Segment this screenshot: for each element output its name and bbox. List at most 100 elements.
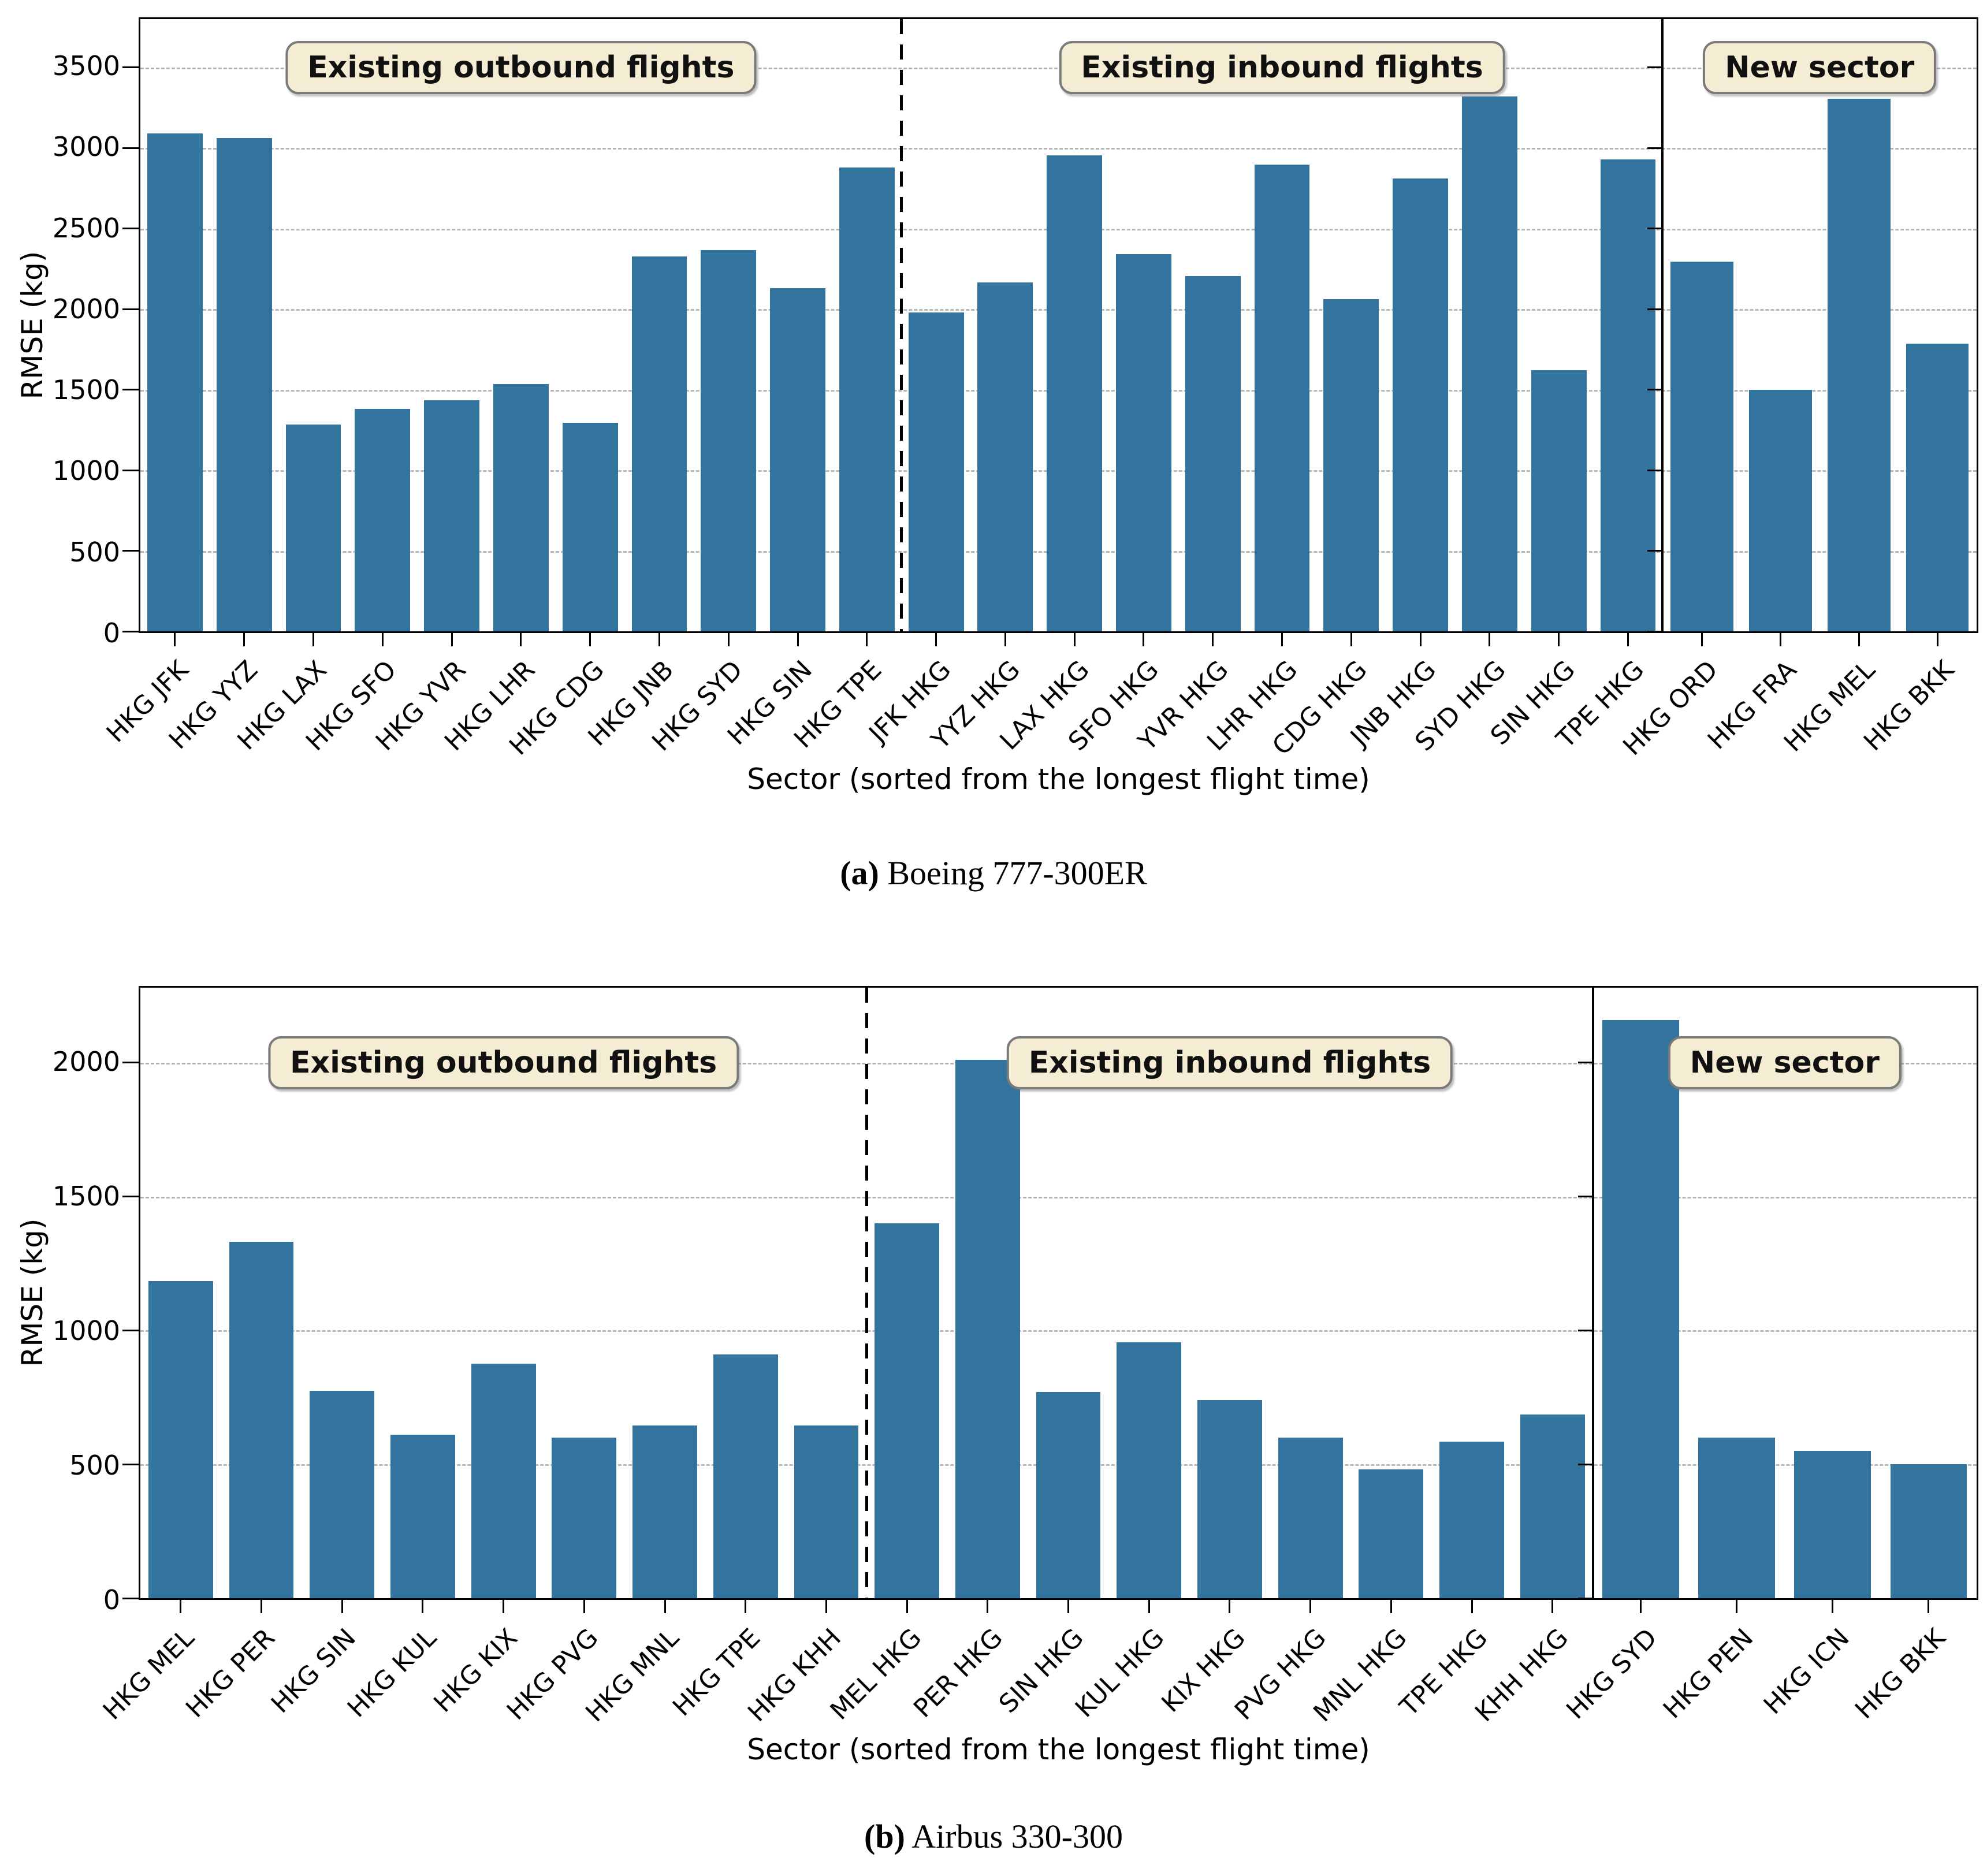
bar bbox=[229, 1242, 294, 1598]
panel-divider-tick bbox=[1577, 1463, 1592, 1465]
x-tick bbox=[1350, 631, 1352, 646]
x-tick bbox=[180, 1598, 182, 1613]
bar bbox=[1359, 1469, 1424, 1598]
y-tick bbox=[122, 1196, 139, 1198]
bar bbox=[1600, 159, 1656, 631]
y-tick-label: 500 bbox=[69, 1449, 120, 1481]
y-tick-label: 3000 bbox=[52, 131, 120, 163]
y-tick-label: 1000 bbox=[52, 1315, 120, 1346]
outbound-inbound-separator bbox=[900, 19, 903, 631]
bar bbox=[631, 256, 687, 631]
bar bbox=[355, 409, 411, 631]
y-tick-label: 2000 bbox=[52, 1045, 120, 1077]
bar bbox=[1197, 1399, 1262, 1598]
panel-divider-tick bbox=[1577, 1597, 1592, 1599]
x-tick-labels: HKG JFK HKG YYZ HKG LAX HKG SFO HKG YVR HKG L… bbox=[101, 645, 1978, 780]
x-tick bbox=[422, 1598, 424, 1613]
bar bbox=[632, 1425, 697, 1598]
x-tick bbox=[727, 631, 730, 646]
x-tick-label-text: HKG MEL bbox=[97, 1623, 200, 1726]
y-tick bbox=[122, 308, 139, 310]
bar bbox=[908, 312, 964, 631]
y-tick-label: 3500 bbox=[52, 50, 120, 82]
panel-divider-tick bbox=[1647, 550, 1662, 552]
bar bbox=[1185, 276, 1241, 631]
plot-canvas: Existing outbound flights Existing inboun… bbox=[122, 19, 1977, 646]
bar bbox=[310, 1390, 375, 1598]
bar bbox=[1278, 1437, 1343, 1598]
panel-divider-tick bbox=[1577, 1196, 1592, 1198]
x-tick bbox=[451, 631, 453, 646]
section-label-outbound: Existing outbound flights bbox=[268, 1036, 739, 1089]
x-tick bbox=[174, 631, 176, 646]
panel-divider-tick bbox=[1577, 1062, 1592, 1064]
x-tick bbox=[503, 1598, 505, 1613]
y-tick-label: 2000 bbox=[52, 293, 120, 325]
y-tick bbox=[122, 228, 139, 230]
y-tick bbox=[122, 1329, 139, 1331]
x-axis-label: Sector (sorted from the longest flight t… bbox=[747, 762, 1370, 796]
x-tick bbox=[1067, 1598, 1070, 1613]
bar bbox=[1323, 299, 1379, 631]
bar bbox=[1036, 1392, 1101, 1598]
x-tick bbox=[1489, 631, 1491, 646]
plot-canvas: Existing outbound flights Existing inboun… bbox=[122, 988, 1977, 1613]
bar bbox=[713, 1354, 778, 1598]
x-tick-label-text: HKG KUL bbox=[342, 1623, 442, 1724]
new-sector-divider bbox=[1661, 19, 1664, 631]
section-label-inbound: Existing inbound flights bbox=[1006, 1036, 1453, 1089]
y-tick-label: 0 bbox=[103, 1584, 120, 1616]
bar bbox=[216, 138, 272, 631]
bar bbox=[1047, 155, 1103, 631]
x-tick-label-text: HKG PEN bbox=[1657, 1623, 1759, 1725]
x-tick bbox=[341, 1598, 343, 1613]
panel-divider-tick bbox=[1577, 1329, 1592, 1331]
y-tick bbox=[122, 1062, 139, 1064]
x-tick bbox=[1212, 631, 1214, 646]
y-tick bbox=[122, 1597, 139, 1599]
x-tick bbox=[987, 1598, 989, 1613]
y-tick-labels: 0 500 1000 1500 2000 2500 3000 3500 bbox=[0, 17, 120, 646]
x-axis-label: Sector (sorted from the longest flight t… bbox=[747, 1733, 1370, 1766]
x-tick bbox=[1229, 1598, 1231, 1613]
y-tick-label: 500 bbox=[69, 536, 120, 568]
bar bbox=[1890, 1464, 1967, 1598]
plot-area: Existing outbound flights Existing inboun… bbox=[122, 17, 1978, 646]
x-tick-label-text: HKG BKK bbox=[1849, 1623, 1951, 1725]
y-tick bbox=[122, 1463, 139, 1465]
x-tick-label-text: HKG ICN bbox=[1758, 1623, 1855, 1721]
figure-boeing-777-300er: RMSE (kg) 0 500 1000 1500 2000 2500 3000 3500 E… bbox=[0, 0, 1987, 931]
panel-divider-tick bbox=[1647, 147, 1662, 149]
bar bbox=[1698, 1437, 1776, 1598]
bar bbox=[285, 424, 341, 631]
bar bbox=[1602, 1019, 1680, 1598]
x-tick bbox=[1627, 631, 1629, 646]
panel-divider-tick bbox=[1647, 389, 1662, 391]
bar bbox=[1520, 1415, 1585, 1598]
x-tick bbox=[1736, 1598, 1738, 1613]
bar bbox=[147, 133, 203, 631]
x-tick-label-text: HKG SYD bbox=[1561, 1623, 1663, 1725]
x-tick bbox=[1148, 1598, 1150, 1613]
panel-divider-tick bbox=[1647, 66, 1662, 69]
caption-text: Boeing 777-300ER bbox=[887, 854, 1147, 892]
y-tick-label: 1500 bbox=[52, 374, 120, 406]
bar bbox=[1531, 370, 1587, 631]
x-tick bbox=[1004, 631, 1006, 646]
caption-text: Airbus 330-300 bbox=[911, 1818, 1123, 1855]
x-tick-labels: HKG MEL HKG PER HKG SIN HKG KUL HKG KIX HKG P… bbox=[97, 1613, 1978, 1748]
x-tick bbox=[1143, 631, 1145, 646]
figure-caption: (a) Boeing 777-300ER bbox=[0, 854, 1987, 892]
bar bbox=[1116, 254, 1171, 631]
section-label-new-sector: New sector bbox=[1668, 1036, 1902, 1089]
bar bbox=[1393, 178, 1449, 631]
panel-divider-tick bbox=[1647, 228, 1662, 230]
caption-tag: (b) bbox=[864, 1818, 905, 1855]
bar bbox=[875, 1223, 939, 1598]
x-tick bbox=[658, 631, 660, 646]
x-tick bbox=[745, 1598, 747, 1613]
bar bbox=[493, 384, 549, 631]
gridline bbox=[140, 1330, 1977, 1332]
x-tick bbox=[261, 1598, 263, 1613]
y-tick bbox=[122, 630, 139, 632]
